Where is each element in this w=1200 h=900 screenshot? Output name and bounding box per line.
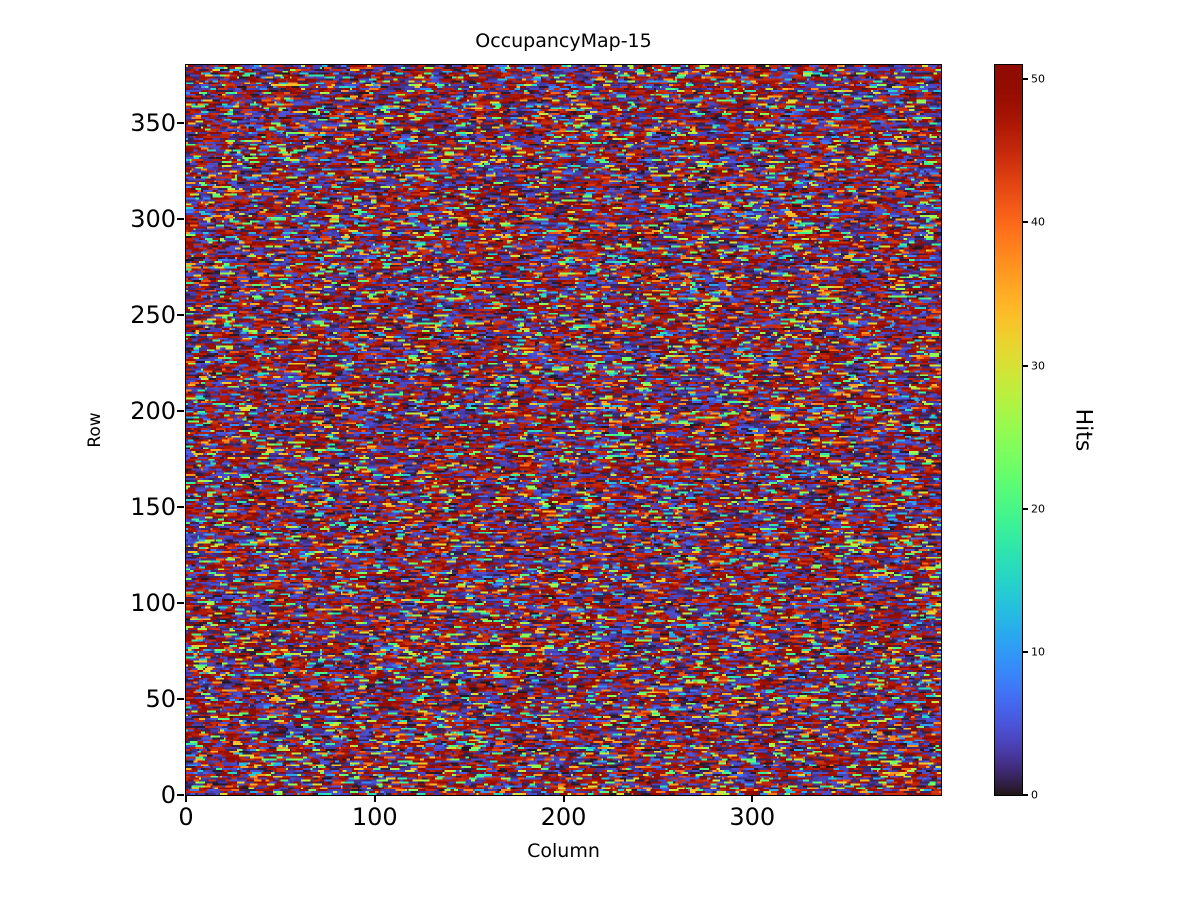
colorbar-tick-mark xyxy=(1023,78,1028,81)
y-tick-label: 150 xyxy=(130,492,176,521)
x-axis-label: Column xyxy=(527,840,600,862)
x-tick-label: 100 xyxy=(351,803,398,831)
y-tick-label: 100 xyxy=(130,588,176,617)
colorbar-tick-label: 20 xyxy=(1031,502,1045,516)
y-tick-label: 350 xyxy=(130,108,176,137)
colorbar-tick-mark xyxy=(1023,650,1028,653)
y-tick-label: 50 xyxy=(145,684,176,713)
heatmap-canvas xyxy=(185,64,942,796)
y-tick-mark xyxy=(177,505,184,508)
x-tick-mark xyxy=(373,795,376,802)
colorbar-tick-label: 30 xyxy=(1031,359,1045,373)
y-tick-mark xyxy=(177,794,184,796)
y-tick-label: 250 xyxy=(130,300,176,329)
colorbar-tick-mark xyxy=(1023,221,1028,224)
x-tick-label: 0 xyxy=(178,803,194,831)
x-tick-label: 200 xyxy=(540,803,587,831)
colorbar-canvas xyxy=(994,64,1023,796)
colorbar-tick-mark xyxy=(1023,507,1028,510)
x-tick-label: 300 xyxy=(729,803,776,831)
colorbar-tick-label: 40 xyxy=(1031,215,1045,229)
y-tick-mark xyxy=(177,697,184,700)
colorbar-tick-mark xyxy=(1023,364,1028,367)
colorbar-tick-label: 50 xyxy=(1031,72,1045,86)
x-tick-mark xyxy=(185,795,187,802)
y-tick-label: 0 xyxy=(160,781,176,809)
colorbar-tick-mark xyxy=(1023,794,1028,796)
y-tick-mark xyxy=(177,121,184,124)
x-tick-mark xyxy=(751,795,754,802)
y-tick-label: 300 xyxy=(130,204,176,233)
y-tick-mark xyxy=(177,313,184,316)
colorbar-tick-label: 0 xyxy=(1031,788,1038,802)
y-tick-label: 200 xyxy=(130,396,176,425)
y-tick-mark xyxy=(177,409,184,412)
y-tick-mark xyxy=(177,601,184,604)
chart-title: OccupancyMap-15 xyxy=(475,30,652,52)
colorbar-tick-label: 10 xyxy=(1031,645,1045,659)
y-tick-mark xyxy=(177,217,184,220)
colorbar-label: Hits xyxy=(1070,408,1096,452)
x-tick-mark xyxy=(562,795,565,802)
